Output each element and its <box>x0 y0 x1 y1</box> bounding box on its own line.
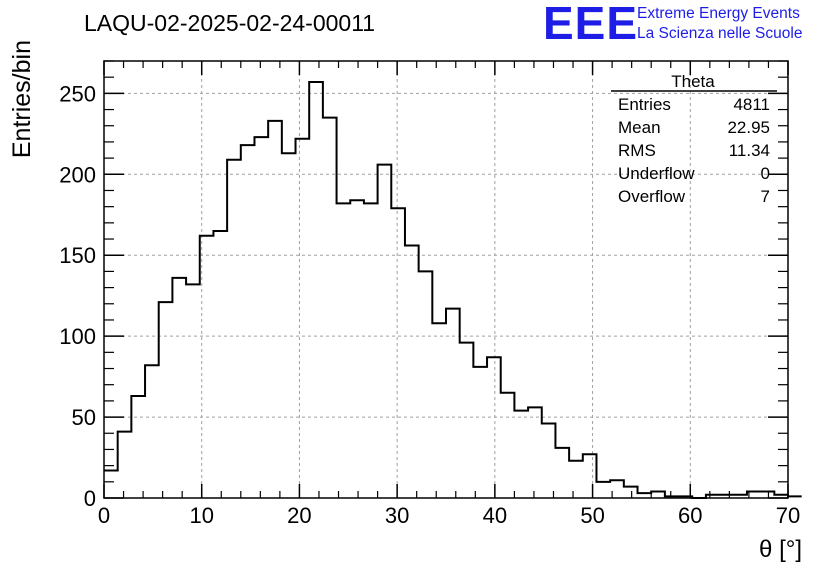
grid-lines <box>104 61 788 498</box>
y-tick-label: 0 <box>84 486 96 511</box>
y-tick-label: 100 <box>59 324 96 349</box>
logo-caption: Extreme Energy Events La Scienza nelle S… <box>637 4 802 44</box>
plot-frame <box>103 60 789 499</box>
stats-value: 0 <box>761 164 770 183</box>
stats-label: Underflow <box>618 164 695 183</box>
stats-value: 7 <box>761 187 770 206</box>
stats-value: 4811 <box>733 95 770 114</box>
logo-line-2: La Scienza nelle Scuole <box>637 25 803 42</box>
logo-line-1: Extreme Energy Events <box>637 5 800 22</box>
x-tick-label: 40 <box>483 503 507 528</box>
stats-label: Mean <box>618 118 661 137</box>
stats-title: Theta <box>671 72 715 91</box>
x-tick-label: 20 <box>287 503 311 528</box>
x-tick-label: 50 <box>580 503 604 528</box>
y-tick-label: 150 <box>59 243 96 268</box>
chart-title: LAQU-02-2025-02-24-00011 <box>84 10 376 36</box>
x-tick-label: 60 <box>678 503 702 528</box>
stats-label: Overflow <box>618 187 686 206</box>
eee-logo: EEE <box>543 0 639 49</box>
x-axis-label: θ [°] <box>759 536 802 563</box>
stats-label: Entries <box>618 95 671 114</box>
y-tick-label: 50 <box>72 405 96 430</box>
stats-box: Theta Entries 4811 Mean 22.95 RMS 11.34 Underf… <box>611 72 777 206</box>
x-tick-label: 70 <box>776 503 800 528</box>
stats-value: 22.95 <box>727 118 770 137</box>
y-axis-label: Entries/bin <box>8 40 36 158</box>
y-tick-label: 200 <box>59 162 96 187</box>
stats-label: RMS <box>618 141 656 160</box>
histogram-step-line <box>104 81 802 499</box>
x-tick-label: 0 <box>98 503 110 528</box>
axis-ticks <box>103 60 789 499</box>
x-tick-label: 10 <box>189 503 213 528</box>
x-tick-label: 30 <box>385 503 409 528</box>
stats-value: 11.34 <box>729 141 770 160</box>
y-tick-label: 250 <box>59 81 96 106</box>
